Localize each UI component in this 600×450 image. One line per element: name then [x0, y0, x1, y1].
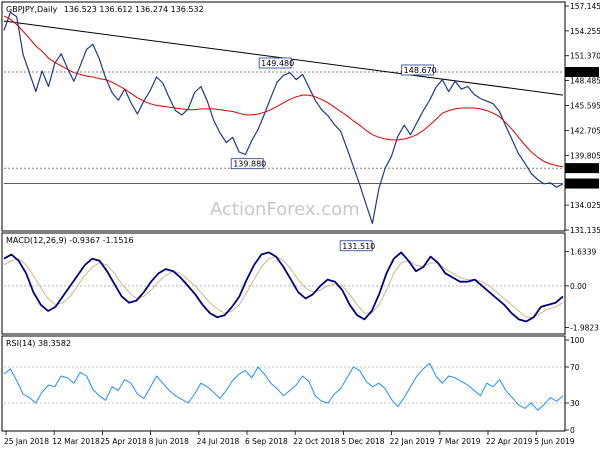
annotation-label: 148.670	[404, 66, 437, 75]
macd-panel	[1, 232, 566, 335]
annotation-label: 131.510	[342, 242, 375, 251]
price-tag-label: 149.480	[567, 68, 598, 77]
x-axis-label: 22 Apr 2019	[486, 437, 533, 446]
watermark: ActionForex.com	[210, 199, 360, 220]
macd-axis-label: -1.9823	[570, 323, 599, 332]
moving-average-line	[3, 15, 564, 168]
x-axis-label: 5 Jun 2019	[534, 437, 575, 446]
x-axis-label: 7 Mar 2019	[438, 437, 481, 446]
price-axis-label: 142.705	[570, 126, 600, 135]
price-axis-label: 157.145	[570, 2, 600, 11]
annotation-box	[401, 64, 435, 76]
rsi-axis-label: 0	[570, 426, 575, 435]
macd-series-group	[3, 251, 564, 323]
x-axis-label: 8 Jun 2018	[149, 437, 190, 446]
price-line	[3, 11, 564, 224]
price-axis-label: 139.805	[570, 151, 600, 160]
price-tag-label: 138.320	[567, 164, 598, 173]
price-tag	[565, 178, 599, 189]
rsi-axis-label: 70	[570, 363, 580, 372]
macd-signal-line	[3, 256, 564, 318]
x-axis-label: 12 Mar 2018	[52, 437, 100, 446]
rsi-panel	[1, 335, 566, 432]
x-axis-label: 22 Jan 2019	[390, 437, 435, 446]
price-axis-label: 145.595	[570, 101, 600, 110]
annotation-label: 139.880	[233, 160, 266, 169]
price-tag	[565, 67, 599, 78]
annotation-box	[339, 240, 373, 252]
annotation-box	[258, 57, 292, 69]
axes-group: 157.145 154.255 151.370 148.485 145.595 142.7…	[4, 2, 600, 446]
price-axis-label: 134.025	[570, 201, 600, 210]
price-series-group: 139.880 149.480 148.670 131.510	[3, 11, 564, 252]
rsi-axis-label: 30	[570, 399, 580, 408]
price-axis-label: 151.370	[570, 52, 600, 61]
macd-axis-label: 0.00	[570, 282, 587, 291]
rsi-line	[3, 362, 564, 411]
x-axis-label: 24 Jul 2018	[197, 437, 240, 446]
price-tag	[565, 163, 599, 174]
annotation-box	[230, 158, 264, 170]
rsi-title: RSI(14) 38.3582	[6, 339, 71, 348]
price-axis-label: 131.135	[570, 226, 600, 235]
x-axis-label: 25 Apr 2018	[100, 437, 147, 446]
x-axis-label: 22 Oct 2018	[293, 437, 340, 446]
price-axis-label: 148.485	[570, 77, 600, 86]
macd-axis-label: 1.6339	[570, 248, 596, 257]
rsi-series-group	[3, 362, 564, 411]
macd-title: MACD(12,26,9) -0.9367 -1.1516	[6, 236, 134, 245]
price-tag-label: 136.532	[567, 180, 598, 189]
macd-line	[3, 251, 564, 323]
chart-title: GBPJPY,Daily 136.523 136.612 136.274 136…	[6, 5, 204, 14]
annotation-label: 149.480	[261, 59, 294, 68]
rsi-axis-label: 100	[570, 336, 585, 345]
x-axis-label: 25 Jan 2018	[4, 437, 49, 446]
price-panel	[1, 1, 566, 232]
x-axis-label: 5 Dec 2018	[341, 437, 384, 446]
x-axis-label: 6 Sep 2018	[245, 437, 288, 446]
price-axis-label: 154.255	[570, 27, 600, 36]
